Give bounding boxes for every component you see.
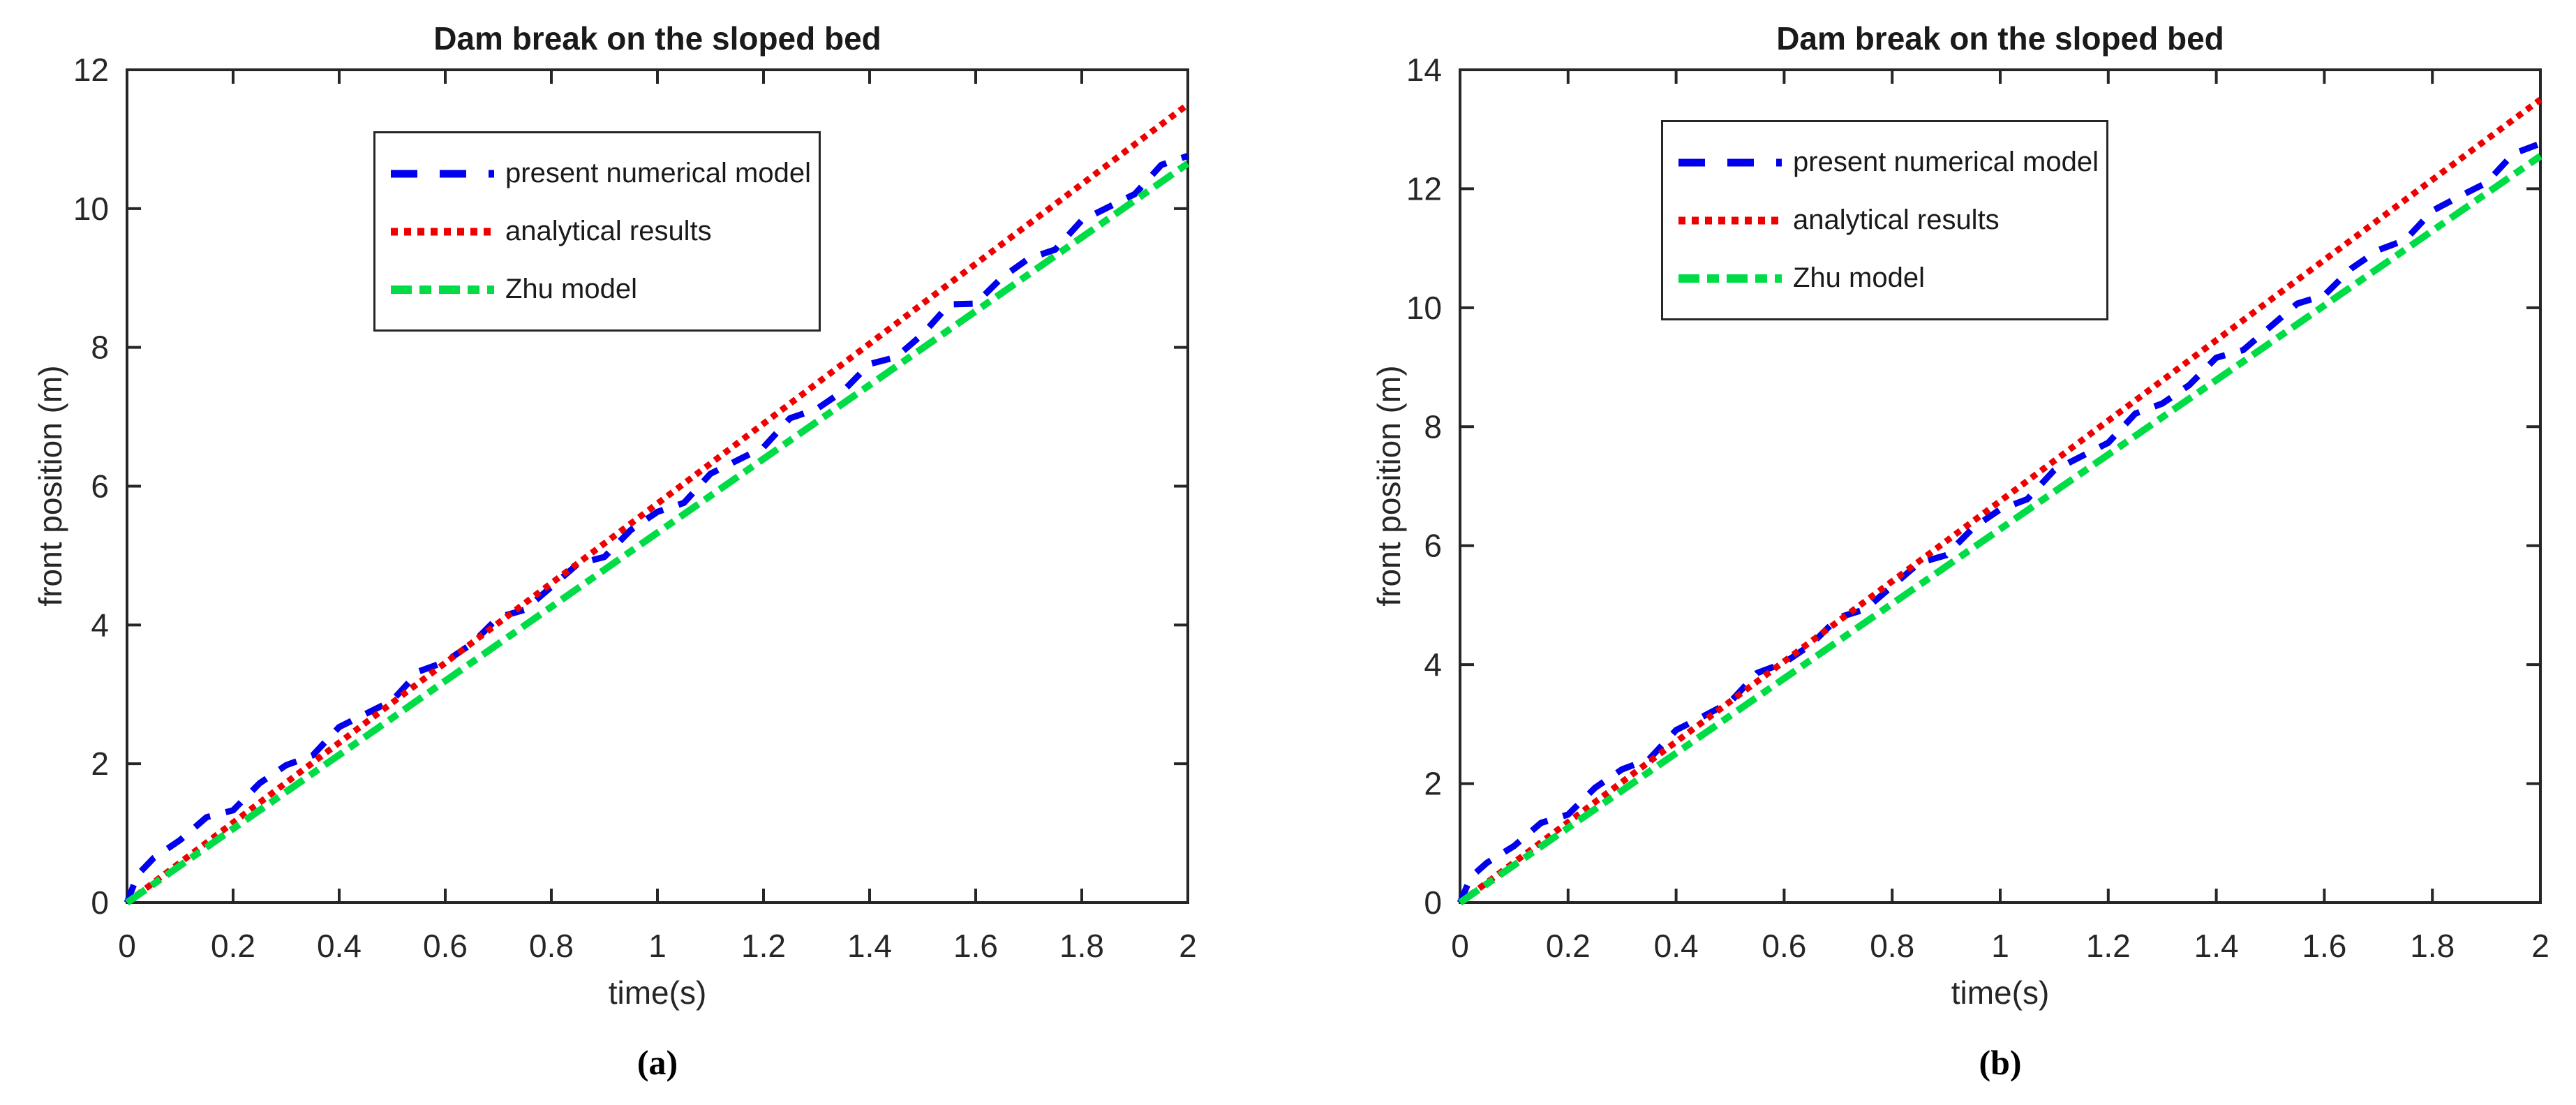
series-analytical-results-a (125, 102, 1190, 905)
panel-b: Dam break on the sloped bed front positi… (1288, 0, 2576, 1105)
legend-item-zhu-model: Zhu model (389, 274, 819, 305)
x-tick-label: 1.6 (953, 928, 998, 964)
y-tick-label: 0 (1424, 884, 1442, 921)
y-tick-label: 4 (91, 607, 109, 643)
x-tick-label: 1 (648, 928, 667, 964)
x-tick-label: 1.2 (741, 928, 786, 964)
x-tick-label: 2 (2531, 928, 2549, 964)
x-tick-label: 1.4 (2194, 928, 2239, 964)
caption-b: (b) (1979, 1043, 2022, 1082)
chart-title-b: Dam break on the sloped bed (1776, 20, 2224, 57)
legend-item-zhu-model: Zhu model (1677, 262, 2106, 294)
legend-sample-dashdot-icon (391, 285, 494, 294)
y-tick-label: 14 (1406, 52, 1442, 88)
x-axis-label-b: time(s) (1951, 974, 2050, 1011)
legend-label: present numerical model (505, 158, 811, 188)
legend-label: Zhu model (1793, 262, 1925, 293)
x-tick-label: 0 (1451, 928, 1469, 964)
legend-sample-dotted-icon (1678, 216, 1782, 224)
x-tick-label: 2 (1179, 928, 1197, 964)
y-tick-label: 8 (91, 329, 109, 366)
series-zhu-model-b (1458, 153, 2543, 906)
x-tick-label: 1.2 (2086, 928, 2131, 964)
x-tick-label: 1 (1991, 928, 2009, 964)
y-axis-label-a: front position (m) (32, 365, 68, 607)
x-axis-label-a: time(s) (608, 974, 707, 1011)
y-tick-label: 10 (73, 191, 109, 227)
legend-sample-dotted-icon (391, 228, 494, 235)
x-tick-label: 0.4 (317, 928, 362, 964)
series-present-numerical-model-a (124, 153, 1189, 904)
y-tick-label: 12 (73, 52, 109, 88)
x-tick-label: 0 (118, 928, 136, 964)
legend-sample-dashed-icon (391, 170, 494, 177)
x-tick-label: 0.6 (423, 928, 468, 964)
y-tick-label: 8 (1424, 408, 1442, 445)
legend-sample-dashed-icon (1678, 158, 1782, 166)
legend-item-analytical-results: analytical results (1677, 205, 2106, 236)
x-tick-label: 0.8 (1870, 928, 1914, 964)
x-tick-label: 1.6 (2302, 928, 2346, 964)
x-tick-label: 1.8 (2410, 928, 2455, 964)
legend-item-present-numerical-model: present numerical model (1677, 147, 2106, 178)
x-tick-label: 0.8 (529, 928, 574, 964)
legend-a: present numerical model analytical resul… (373, 131, 821, 332)
y-axis-label-b: front position (m) (1371, 365, 1407, 607)
legend-sample-dashdot-icon (1678, 274, 1782, 283)
series-zhu-model-a (125, 161, 1190, 906)
y-tick-label: 2 (91, 746, 109, 782)
x-tick-label: 0.2 (1546, 928, 1591, 964)
legend-label: present numerical model (1793, 147, 2099, 177)
x-tick-label: 0.4 (1654, 928, 1699, 964)
y-tick-label: 12 (1406, 170, 1442, 207)
panel-a: Dam break on the sloped bed front positi… (32, 20, 881, 1082)
legend-b: present numerical model analytical resul… (1661, 120, 2108, 320)
y-tick-label: 0 (91, 884, 109, 921)
legend-label: analytical results (505, 216, 712, 246)
chart-title-a: Dam break on the sloped bed (433, 20, 881, 57)
y-tick-label: 6 (91, 468, 109, 505)
x-tick-label: 1.4 (847, 928, 892, 964)
y-tick-label: 2 (1424, 766, 1442, 802)
legend-label: Zhu model (505, 274, 637, 304)
y-tick-label: 10 (1406, 290, 1442, 326)
x-tick-label: 0.6 (1762, 928, 1806, 964)
y-tick-label: 4 (1424, 646, 1442, 683)
x-tick-label: 1.8 (1059, 928, 1104, 964)
legend-item-present-numerical-model: present numerical model (389, 158, 819, 189)
caption-a: (a) (636, 1043, 678, 1082)
legend-label: analytical results (1793, 205, 2000, 235)
x-tick-label: 0.2 (211, 928, 255, 964)
y-tick-label: 6 (1424, 528, 1442, 564)
series-present-numerical-model-b (1457, 140, 2542, 904)
legend-item-analytical-results: analytical results (389, 216, 819, 247)
